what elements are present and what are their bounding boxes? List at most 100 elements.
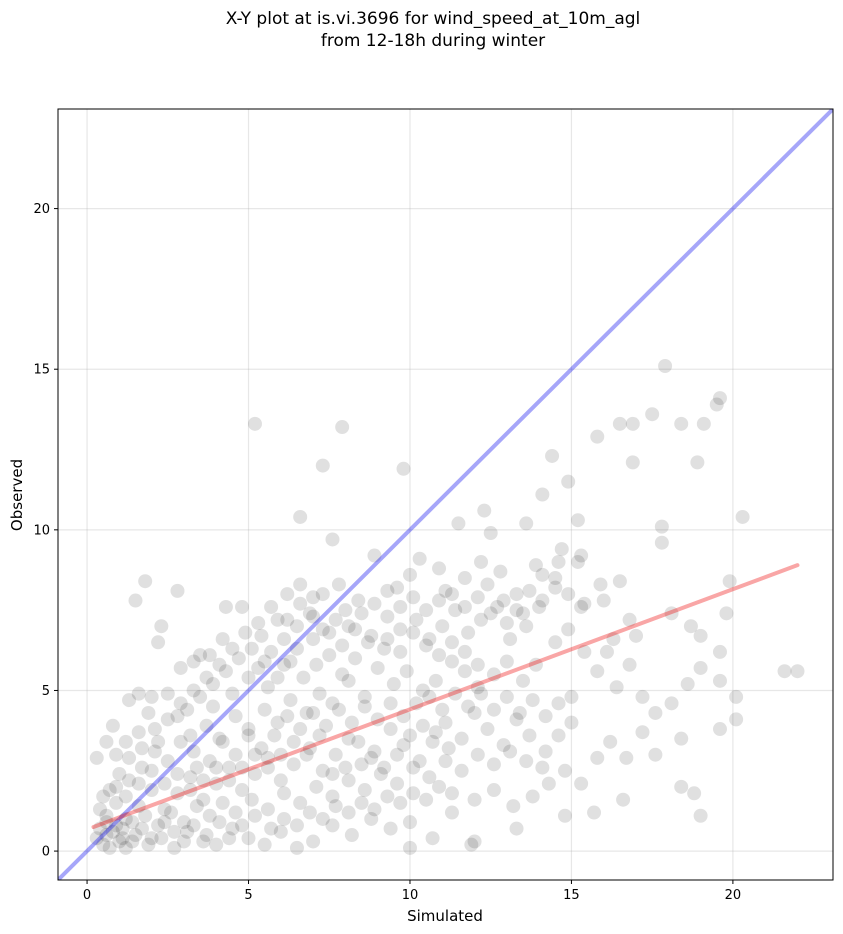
data-point [535, 487, 550, 502]
data-point [283, 693, 298, 708]
data-point [112, 766, 127, 781]
data-point [396, 709, 411, 724]
data-point [118, 811, 133, 826]
data-point [648, 747, 663, 762]
data-point [235, 818, 250, 833]
data-point [122, 773, 137, 788]
data-point [238, 625, 253, 640]
data-point [428, 673, 443, 688]
data-point [209, 760, 224, 775]
data-point [548, 635, 563, 650]
data-point [612, 574, 627, 589]
data-point [687, 786, 702, 801]
data-point [293, 509, 308, 524]
data-point [503, 632, 518, 647]
data-point [196, 834, 211, 849]
data-point [467, 792, 482, 807]
data-point [173, 734, 188, 749]
data-point [157, 776, 172, 791]
data-point [186, 654, 201, 669]
data-point [696, 416, 711, 431]
data-point [286, 757, 301, 772]
data-point [131, 686, 146, 701]
data-point [432, 648, 447, 663]
data-point [409, 612, 424, 627]
data-point [277, 632, 292, 647]
data-point [341, 805, 356, 820]
regression-line [91, 563, 800, 829]
data-point [144, 831, 159, 846]
data-point [218, 664, 233, 679]
data-point [551, 554, 566, 569]
data-point [496, 593, 511, 608]
data-point [625, 455, 640, 470]
data-point [315, 811, 330, 826]
data-point [438, 715, 453, 730]
data-point [570, 554, 585, 569]
data-point [490, 599, 505, 614]
data-point [241, 722, 256, 737]
data-point [522, 728, 537, 743]
data-point [448, 686, 463, 701]
data-point [777, 664, 792, 679]
data-point [196, 792, 211, 807]
x-tick-label: 20 [725, 888, 742, 903]
data-point [328, 747, 343, 762]
data-point [693, 808, 708, 823]
data-point [406, 760, 421, 775]
data-point [480, 722, 495, 737]
data-point [654, 535, 669, 550]
data-point [338, 760, 353, 775]
plot-frame [57, 108, 834, 881]
x-tick-label: 5 [244, 888, 252, 903]
data-point [419, 638, 434, 653]
data-point [664, 696, 679, 711]
data-point [176, 815, 191, 830]
data-point [354, 757, 369, 772]
data-point [186, 683, 201, 698]
data-point [325, 532, 340, 547]
data-point [457, 664, 472, 679]
data-point [612, 416, 627, 431]
data-point [683, 619, 698, 634]
data-point [331, 577, 346, 592]
data-point [351, 593, 366, 608]
data-point [241, 670, 256, 685]
data-point [690, 455, 705, 470]
data-point [380, 583, 395, 598]
data-point [228, 805, 243, 820]
data-point [260, 760, 275, 775]
data-point [574, 548, 589, 563]
data-point [254, 741, 269, 756]
data-point [422, 689, 437, 704]
data-point [225, 821, 240, 836]
data-point [406, 786, 421, 801]
data-point [457, 644, 472, 659]
data-point [729, 712, 744, 727]
data-point [306, 609, 321, 624]
data-point [312, 728, 327, 743]
data-point [422, 770, 437, 785]
data-point [222, 831, 237, 846]
data-point [247, 747, 262, 762]
data-point [535, 567, 550, 582]
data-point [570, 513, 585, 528]
data-point [170, 709, 185, 724]
data-point [402, 567, 417, 582]
data-point [409, 696, 424, 711]
data-point [312, 686, 327, 701]
data-point [351, 734, 366, 749]
data-point [477, 503, 492, 518]
data-point [390, 580, 405, 595]
data-point [160, 712, 175, 727]
data-point [532, 599, 547, 614]
data-point [180, 824, 195, 839]
data-point [467, 834, 482, 849]
data-point [118, 734, 133, 749]
data-point [325, 818, 340, 833]
data-point [344, 828, 359, 843]
data-point [280, 587, 295, 602]
data-point [528, 657, 543, 672]
data-point [335, 638, 350, 653]
data-point [622, 612, 637, 627]
